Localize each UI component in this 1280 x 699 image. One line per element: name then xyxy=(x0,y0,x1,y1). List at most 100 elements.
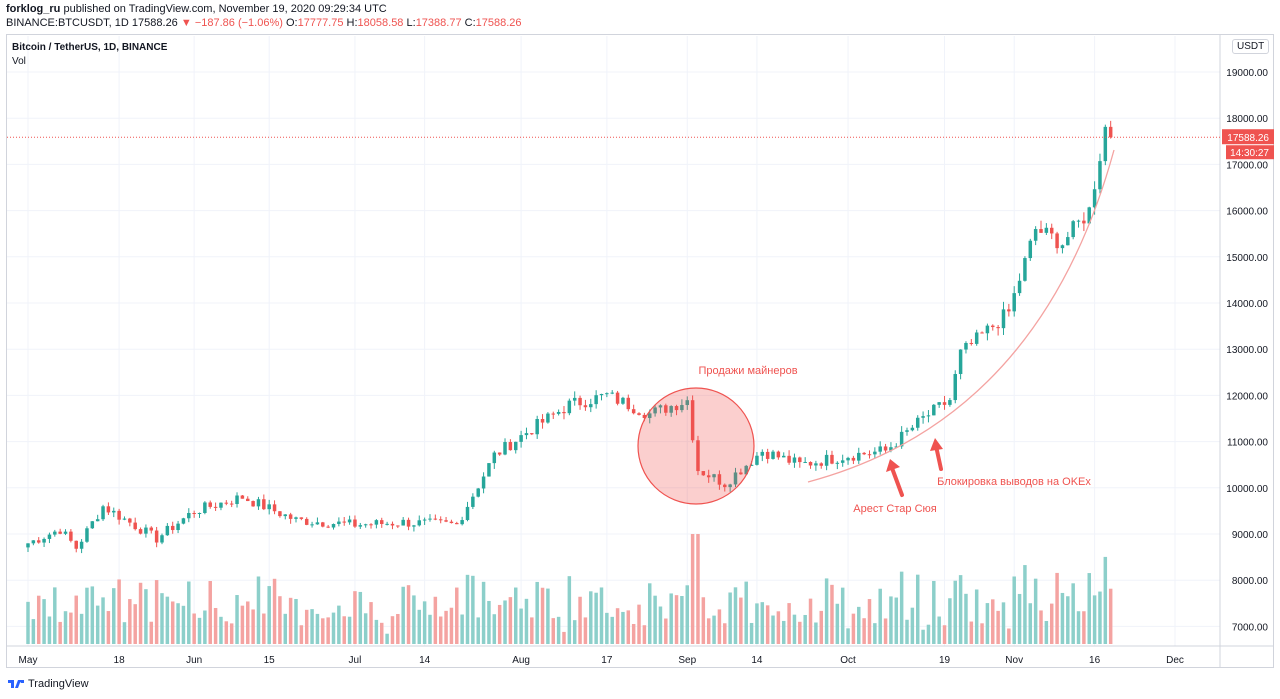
volume-bar xyxy=(401,586,405,644)
volume-bar xyxy=(331,612,336,644)
candle-body xyxy=(272,504,277,512)
candle-body xyxy=(803,461,807,463)
volume-bar xyxy=(771,615,775,644)
candle-body xyxy=(208,502,212,507)
candle-body xyxy=(1103,126,1108,162)
annotation-miners-selling: Продажи майнеров xyxy=(698,365,797,377)
currency-button[interactable]: USDT xyxy=(1232,39,1270,54)
volume-bar xyxy=(669,593,673,644)
series-title: Bitcoin / TetherUS, 1D, BINANCE xyxy=(12,42,168,53)
volume-bar xyxy=(749,622,754,644)
candle-body xyxy=(53,531,57,535)
candle-body xyxy=(685,400,689,406)
candle-body xyxy=(481,476,486,489)
x-tick-label: Oct xyxy=(840,655,856,666)
candle-body xyxy=(246,498,250,502)
candle-body xyxy=(476,488,480,497)
volume-bar xyxy=(1044,620,1049,644)
volume-bar xyxy=(974,589,979,644)
volume-bar xyxy=(765,605,770,644)
volume-bar xyxy=(1098,591,1102,644)
volume-bar xyxy=(1017,593,1022,644)
candle-body xyxy=(170,525,175,531)
candle-body xyxy=(728,484,732,488)
volume-bar xyxy=(1087,573,1091,644)
candle-body xyxy=(760,451,765,456)
last-price: 17588.26 xyxy=(131,17,178,29)
candle-body xyxy=(991,325,995,328)
candle-body xyxy=(1066,237,1070,246)
volume-bar xyxy=(985,603,990,644)
candle-body xyxy=(310,524,314,526)
publish-info: forklog_ru published on TradingView.com,… xyxy=(6,3,387,15)
candle-body xyxy=(278,511,282,517)
volume-bar xyxy=(294,598,298,644)
x-tick-label: Nov xyxy=(1005,655,1023,666)
volume-bar xyxy=(396,613,400,644)
volume-bar xyxy=(958,575,963,644)
x-tick-label: 15 xyxy=(264,655,276,666)
volume-bar xyxy=(905,619,909,644)
candle-body xyxy=(358,525,363,527)
open-value: 17777.75 xyxy=(297,17,344,29)
volume-bar xyxy=(133,604,137,644)
volume-bar xyxy=(701,597,706,644)
candle-body xyxy=(219,502,223,508)
candle-body xyxy=(224,502,229,504)
volume-bar xyxy=(508,597,513,644)
volume-bar xyxy=(899,571,904,644)
volume-bar xyxy=(74,595,78,644)
candle-body xyxy=(262,499,266,510)
candle-body xyxy=(589,404,593,408)
arrowhead-icon xyxy=(930,438,943,451)
y-tick-label: 15000.00 xyxy=(1226,253,1268,264)
candle-body xyxy=(1082,220,1086,224)
y-tick-label: 11000.00 xyxy=(1227,438,1268,449)
volume-bar xyxy=(1066,596,1070,644)
volume-bar xyxy=(138,582,143,644)
candle-body xyxy=(664,405,668,413)
volume-bar xyxy=(792,614,797,644)
volume-bar xyxy=(589,591,593,644)
countdown-text: 14:30:27 xyxy=(1230,148,1269,159)
candle-body xyxy=(824,454,829,466)
volume-bar xyxy=(90,586,95,644)
candle-body xyxy=(771,451,775,459)
candle-body xyxy=(921,416,925,418)
volume-bar xyxy=(530,617,534,644)
volume-bar xyxy=(1076,611,1081,644)
candle-body xyxy=(240,495,245,499)
volume-bar xyxy=(1103,556,1108,644)
candle-body xyxy=(69,531,73,541)
candle-body xyxy=(996,327,1000,329)
volume-bar xyxy=(953,580,957,644)
volume-bar xyxy=(803,614,807,644)
candle-body xyxy=(594,395,598,405)
candle-body xyxy=(899,431,904,447)
volume-bar xyxy=(712,615,716,644)
volume-bar xyxy=(192,613,196,644)
volume-bar xyxy=(862,618,866,644)
candle-body xyxy=(465,506,470,521)
volume-bar xyxy=(251,609,255,644)
volume-bar xyxy=(664,618,668,644)
candle-body xyxy=(572,397,577,401)
candle-body xyxy=(883,446,888,451)
candle-body xyxy=(321,522,325,527)
candle-body xyxy=(31,540,36,544)
candle-body xyxy=(551,413,556,415)
low-label: L: xyxy=(406,17,416,29)
volume-bar xyxy=(626,610,631,644)
candle-body xyxy=(631,409,636,414)
candle-body xyxy=(235,495,239,505)
candle-body xyxy=(948,400,952,405)
candle-body xyxy=(567,400,572,414)
volume-bar xyxy=(36,595,41,644)
volume-bar xyxy=(363,613,368,644)
volume-bar xyxy=(567,576,572,644)
y-tick-label: 12000.00 xyxy=(1226,391,1268,402)
volume-bar xyxy=(824,578,829,644)
y-tick-label: 9000.00 xyxy=(1232,530,1269,541)
volume-bar xyxy=(1033,578,1038,644)
